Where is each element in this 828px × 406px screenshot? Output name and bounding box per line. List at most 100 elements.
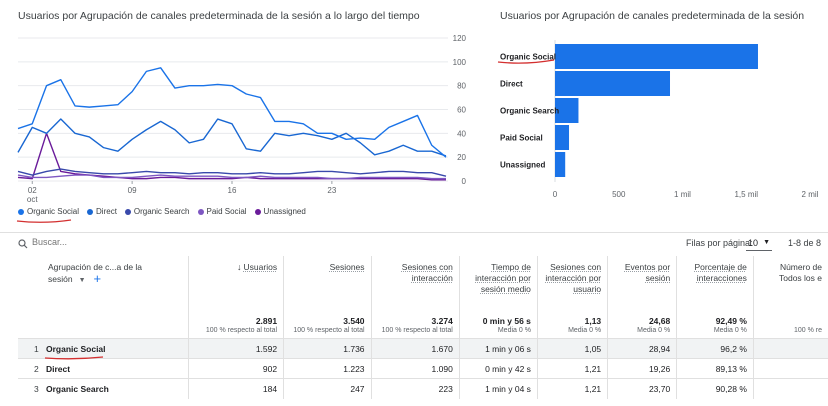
total-sub: Media 0 % xyxy=(458,326,538,339)
rows-per-page-select[interactable]: 10 ▼ xyxy=(746,235,772,251)
x-tick-label: 1,5 mil xyxy=(734,190,758,199)
cell: 19,26 xyxy=(607,358,677,379)
series-line-organic-search xyxy=(17,168,447,177)
legend-dot-icon xyxy=(87,208,94,215)
col-header-label: Número de Todos los e xyxy=(779,262,822,283)
col-header-tiempo-interaccion[interactable]: Tiempo de interacción por sesión medio xyxy=(458,256,538,314)
cell: 247 xyxy=(283,378,372,399)
total-value: 92,49 % xyxy=(676,314,754,326)
dimension-header-label: Agrupación de c...a de la sesión xyxy=(48,262,143,284)
row-number: 3 xyxy=(34,383,39,394)
bar-paid-social xyxy=(555,125,570,150)
line-chart-title: Usuarios por Agrupación de canales prede… xyxy=(18,10,420,22)
row-number: 1 xyxy=(34,343,39,354)
cell: 28,94 xyxy=(607,338,677,359)
col-header-label: Eventos por sesión xyxy=(624,262,671,283)
cell: 1.090 xyxy=(370,358,460,379)
legend-item-organic-social[interactable]: Organic Social xyxy=(18,207,79,216)
add-dimension-icon[interactable]: + xyxy=(93,271,102,286)
search-input[interactable] xyxy=(32,237,232,247)
total-sub: Media 0 % xyxy=(536,326,608,339)
cell: 89,13 % xyxy=(676,358,754,379)
y-tick-label: 0 xyxy=(462,177,467,186)
cell: 1,21 xyxy=(536,378,608,399)
red-underline-annotation xyxy=(44,356,104,360)
x-tick-label: 1 mil xyxy=(674,190,691,199)
col-header-sesiones-interaccion[interactable]: Sesiones con interacción xyxy=(370,256,460,314)
y-tick-label: 60 xyxy=(457,106,466,115)
total-value: 2.891 xyxy=(187,314,284,326)
series-line-organic-social xyxy=(17,67,447,158)
legend-dot-icon xyxy=(254,208,261,215)
cell: 184 xyxy=(187,378,284,399)
row-dimension[interactable]: Organic Social xyxy=(46,343,106,354)
total-sub: Media 0 % xyxy=(676,326,754,339)
series-line-direct xyxy=(17,118,447,157)
legend-item-unassigned[interactable]: Unassigned xyxy=(254,207,306,216)
col-header-label: Usuarios xyxy=(243,262,278,272)
y-tick-label: 100 xyxy=(453,58,467,67)
col-header-label: Porcentaje de interacciones xyxy=(694,262,747,283)
chevron-down-icon[interactable]: ▼ xyxy=(78,277,86,284)
col-header-label: Tiempo de interacción por sesión medio xyxy=(475,262,531,294)
bar-unassigned xyxy=(555,152,566,177)
y-tick-label: 20 xyxy=(457,153,466,162)
x-tick-label: 02 xyxy=(28,186,37,195)
red-underline-annotation xyxy=(16,219,72,223)
search-icon[interactable] xyxy=(18,239,28,249)
row-dimension[interactable]: Organic Search xyxy=(46,383,109,394)
cell xyxy=(752,378,828,399)
legend-item-paid-social[interactable]: Paid Social xyxy=(197,207,247,216)
total-value: 1,13 xyxy=(536,314,608,326)
cell: 96,2 % xyxy=(676,338,754,359)
x-month-label: oct xyxy=(27,195,38,204)
total-sub: 100 % respecto al total xyxy=(187,326,284,339)
col-header-eventos-sesion[interactable]: Eventos por sesión xyxy=(607,256,677,314)
table-row[interactable]: 2 Direct 902 1.223 1.090 0 min y 42 s 1,2… xyxy=(18,358,828,379)
bar-category-label: Unassigned xyxy=(500,161,545,170)
table-row[interactable]: 1 Organic Social 1.592 1.736 1.670 1 min … xyxy=(18,338,828,359)
y-tick-label: 80 xyxy=(457,82,466,91)
cell xyxy=(752,338,828,359)
bar-category-label: Organic Search xyxy=(500,107,559,116)
cell: 1 min y 04 s xyxy=(458,378,538,399)
total-value xyxy=(752,314,828,326)
bar-chart: 0 500 1 mil 1,5 mil 2 mil Organic Social Direc… xyxy=(497,40,819,199)
legend-item-direct[interactable]: Direct xyxy=(87,207,117,216)
total-sub: 100 % respecto al total xyxy=(370,326,460,339)
total-sub: Media 0 % xyxy=(607,326,677,339)
bar-category-label: Direct xyxy=(500,80,523,89)
cell: 1.223 xyxy=(283,358,372,379)
rows-per-page-value: 10 xyxy=(748,237,759,248)
totals-sub-row: 100 % respecto al total 100 % respecto a… xyxy=(18,326,828,339)
rows-per-page-label: Filas por página: xyxy=(686,238,753,248)
legend-label: Direct xyxy=(96,207,117,216)
pagination-info: 1-8 de 8 xyxy=(788,238,822,248)
legend-item-organic-search[interactable]: Organic Search xyxy=(124,207,190,216)
y-tick-label: 40 xyxy=(457,129,466,138)
col-header-porcentaje-interacciones[interactable]: Porcentaje de interacciones xyxy=(676,256,754,314)
x-tick-label: 16 xyxy=(228,186,237,195)
col-header-numero-eventos[interactable]: Número de Todos los e xyxy=(752,256,828,314)
col-header-label: Sesiones con interacción xyxy=(401,262,453,283)
legend-label: Organic Social xyxy=(27,207,80,216)
total-sub: 100 % re xyxy=(752,326,828,339)
bar-category-label: Organic Social xyxy=(500,53,556,62)
legend-label: Unassigned xyxy=(263,207,306,216)
cell: 223 xyxy=(370,378,460,399)
table-row[interactable]: 3 Organic Search 184 247 223 1 min y 04 s… xyxy=(18,378,828,399)
bar-organic-social xyxy=(555,44,758,69)
x-tick-label: 2 mil xyxy=(802,190,819,199)
chevron-down-icon: ▼ xyxy=(763,239,770,246)
col-header-usuarios[interactable]: ↓ Usuarios xyxy=(187,256,284,314)
legend-dot-icon xyxy=(197,208,204,215)
cell: 902 xyxy=(187,358,284,379)
col-header-sesiones-por-usuario[interactable]: Sesiones con interacción por usuario xyxy=(536,256,608,314)
cell xyxy=(752,358,828,379)
col-header-sesiones[interactable]: Sesiones xyxy=(283,256,372,314)
row-dimension[interactable]: Direct xyxy=(46,363,71,374)
dimension-header[interactable]: Agrupación de c...a de la sesión ▼ + xyxy=(18,256,188,314)
legend-dot-icon xyxy=(124,208,131,215)
bar-organic-search xyxy=(555,98,579,123)
x-tick-label: 500 xyxy=(612,190,626,199)
